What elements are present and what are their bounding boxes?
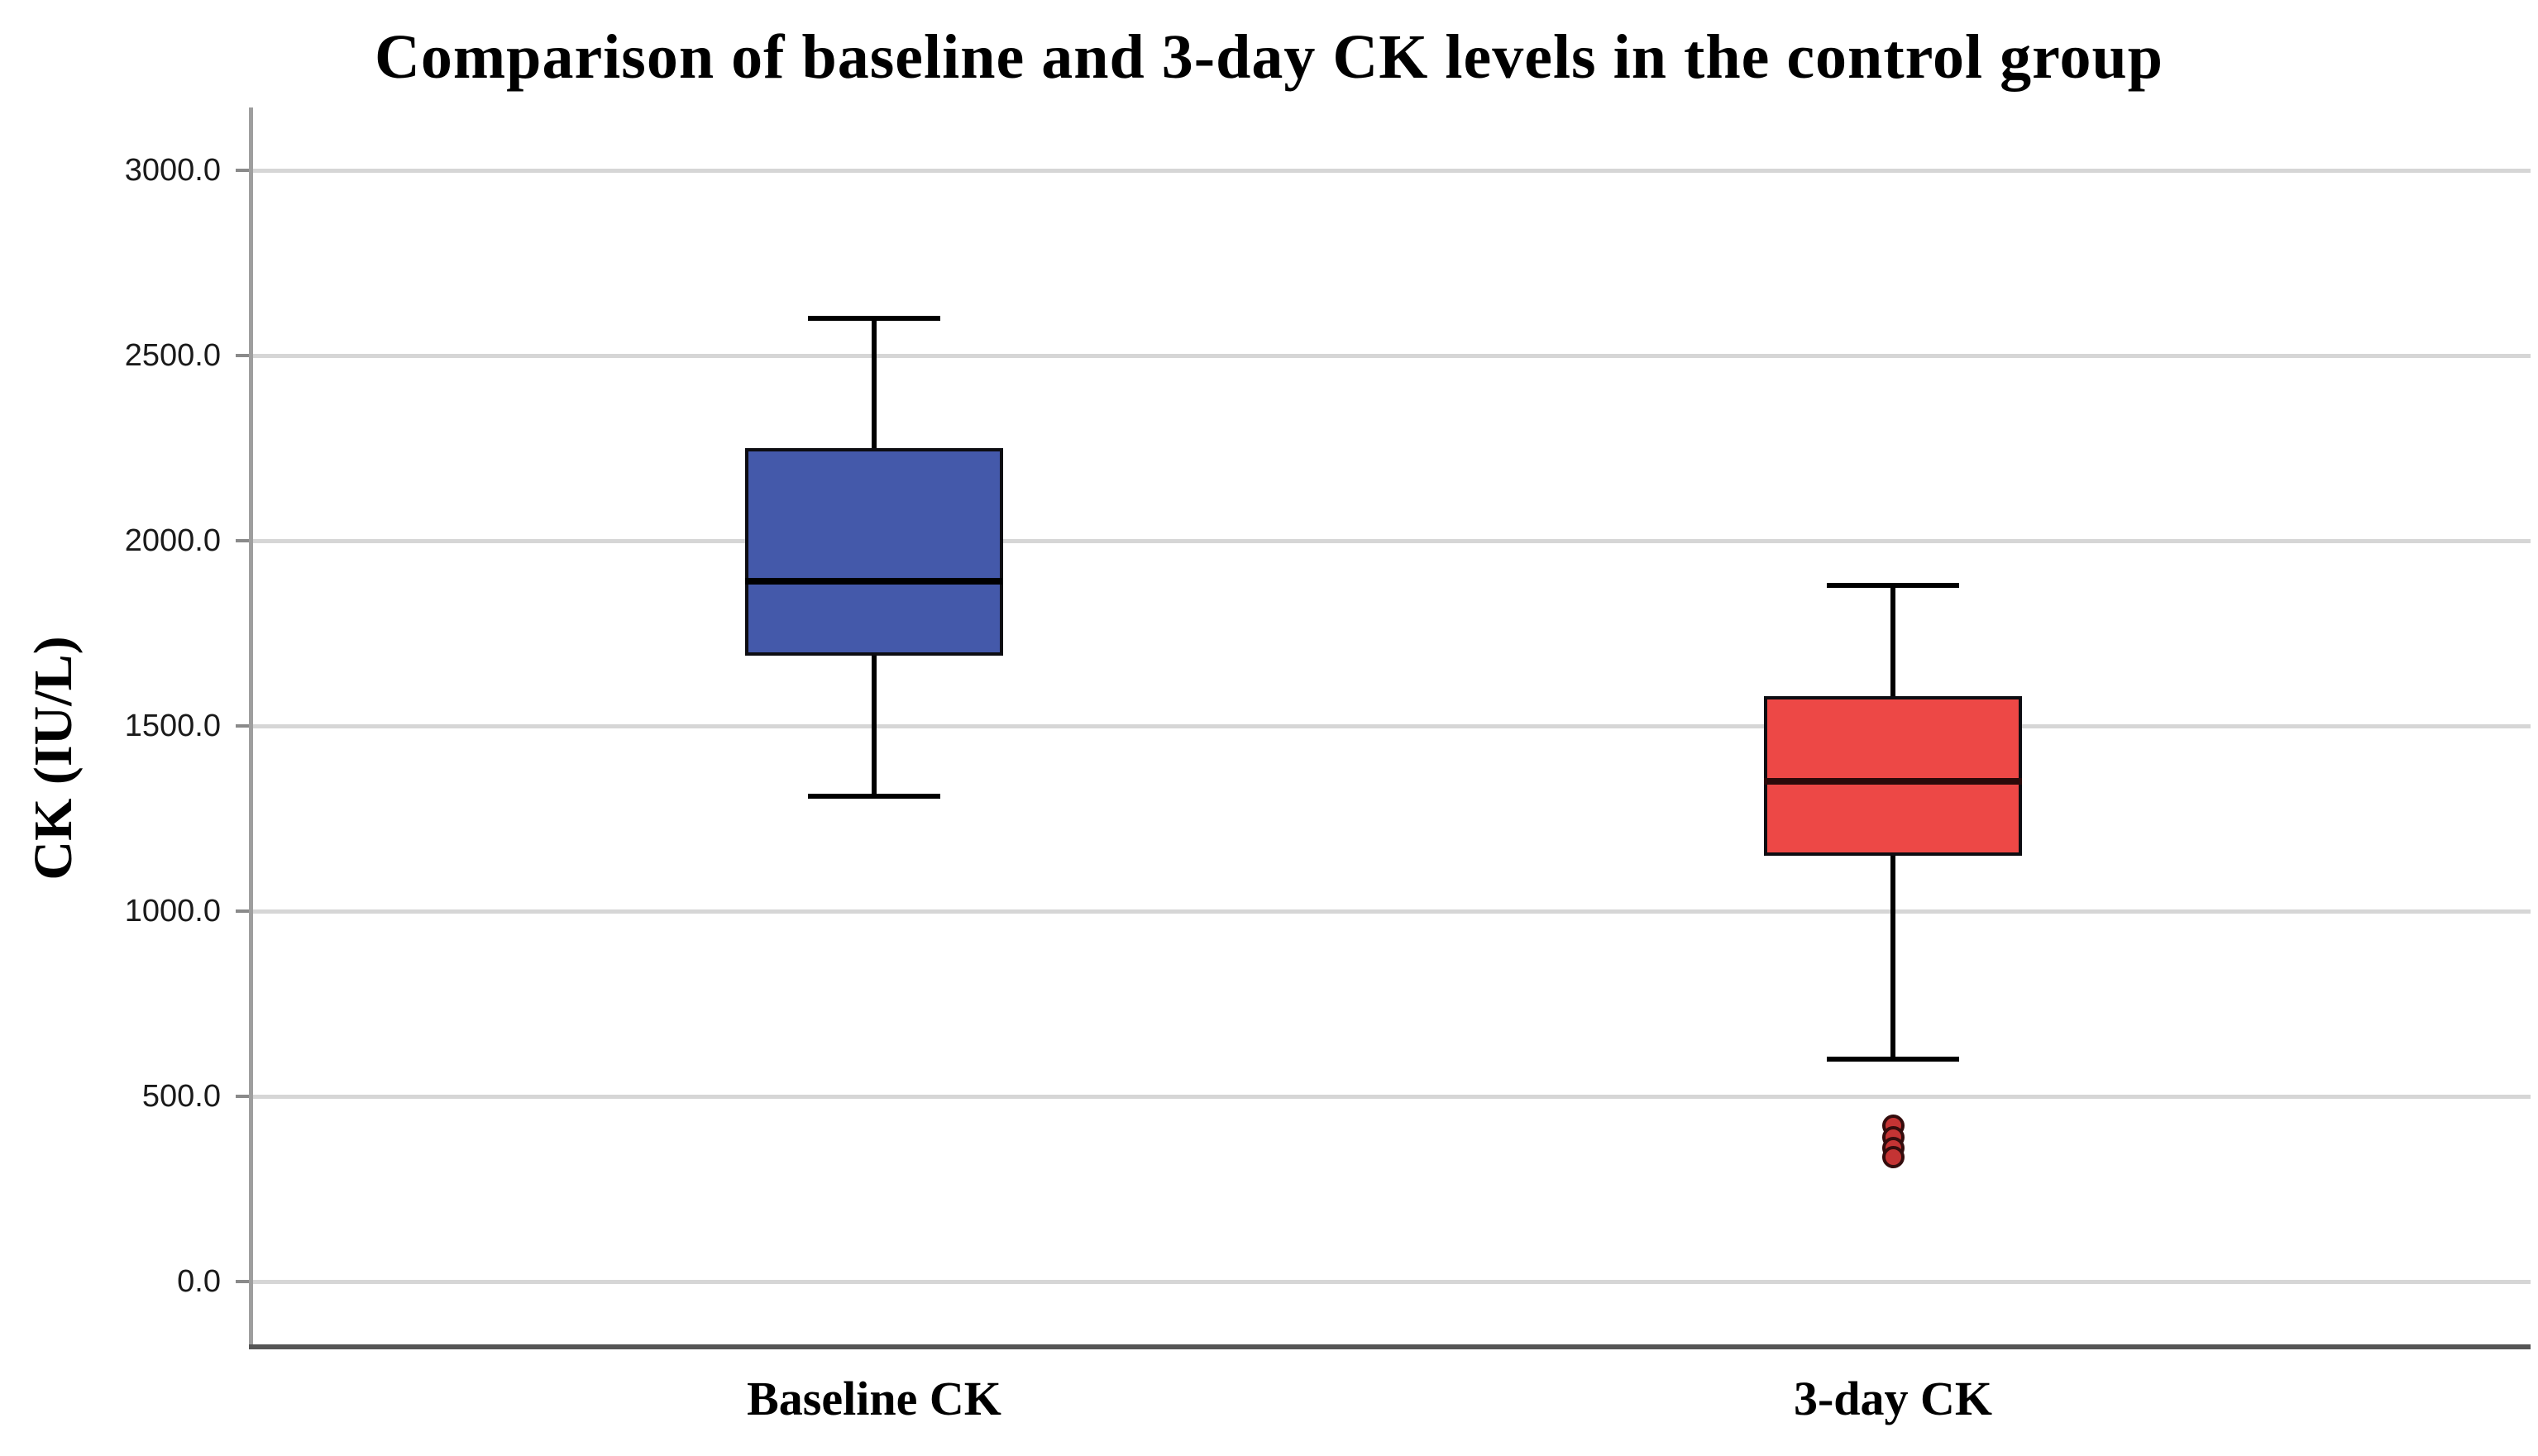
whisker-lower-3-day-ck: [1890, 855, 1895, 1060]
whisker-upper-3-day-ck: [1890, 585, 1895, 697]
gridline-500: [249, 1095, 2531, 1099]
y-tick-label: 500.0: [141, 1079, 221, 1114]
gridline-0: [249, 1280, 2531, 1284]
y-tick-mark: [236, 909, 252, 913]
y-tick-label: 1500.0: [124, 709, 221, 743]
y-tick-label: 2000.0: [124, 523, 221, 558]
y-tick-mark: [236, 539, 252, 542]
y-tick-mark: [236, 1280, 252, 1283]
gridline-1000: [249, 909, 2531, 914]
y-tick-mark: [236, 1095, 252, 1098]
y-tick-label: 0.0: [177, 1264, 221, 1299]
gridline-2500: [249, 354, 2531, 358]
category-label-baseline-ck: Baseline CK: [747, 1372, 1001, 1425]
whisker-lower-baseline-ck: [872, 655, 877, 797]
median-baseline-ck: [745, 578, 1003, 585]
x-axis-line: [249, 1344, 2531, 1349]
y-tick-mark: [236, 724, 252, 728]
y-tick-mark: [236, 354, 252, 357]
median-3-day-ck: [1764, 778, 2022, 785]
y-axis-line: [249, 107, 253, 1349]
y-tick-label: 2500.0: [124, 338, 221, 373]
outlier-point-3-day-ck: [1881, 1146, 1905, 1169]
y-tick-label: 1000.0: [124, 894, 221, 928]
whisker-cap-min-baseline-ck: [808, 794, 940, 800]
gridline-1500: [249, 724, 2531, 728]
whisker-cap-max-baseline-ck: [808, 316, 940, 322]
whisker-upper-baseline-ck: [872, 318, 877, 448]
gridline-2000: [249, 539, 2531, 543]
whisker-cap-max-3-day-ck: [1827, 582, 1959, 588]
whisker-cap-min-3-day-ck: [1827, 1057, 1959, 1062]
box-3-day-ck: [1764, 696, 2022, 856]
y-tick-label: 3000.0: [124, 153, 221, 188]
gridline-3000: [249, 169, 2531, 173]
category-label-3-day-ck: 3-day CK: [1793, 1372, 1993, 1425]
chart-title: Comparison of baseline and 3-day CK leve…: [374, 22, 2164, 92]
y-tick-mark: [236, 169, 252, 172]
box-baseline-ck: [745, 448, 1003, 656]
